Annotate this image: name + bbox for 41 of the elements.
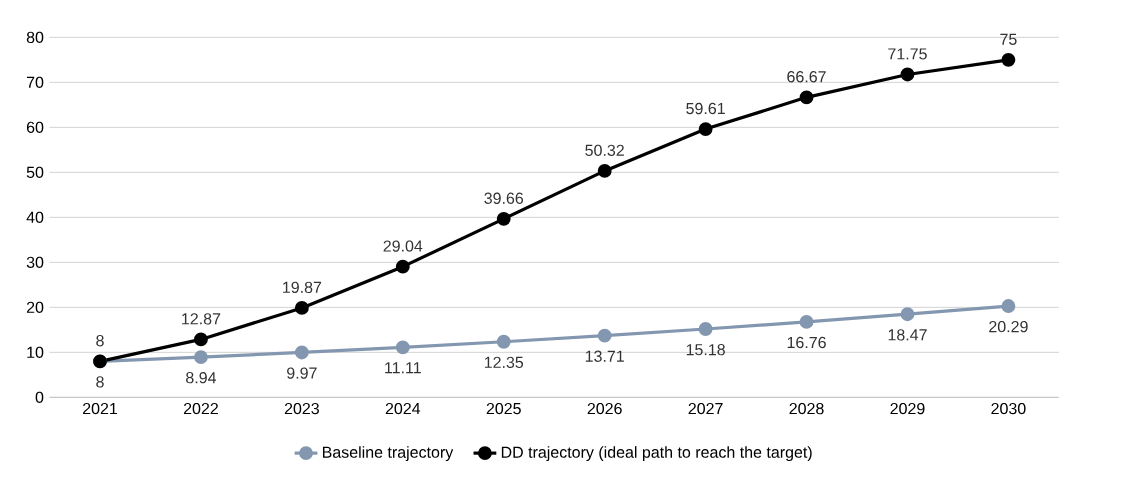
- data-label: 13.71: [585, 350, 624, 362]
- x-tick-label: 2026: [587, 402, 622, 415]
- data-label: 15.18: [686, 343, 725, 356]
- x-tick-label: 2030: [991, 402, 1026, 415]
- x-tick-label: 2021: [83, 402, 118, 415]
- legend-label: Baseline trajectory: [322, 446, 454, 462]
- data-label: 29.04: [383, 240, 423, 252]
- data-label: 9.97: [287, 367, 317, 379]
- x-tick-label: 2028: [789, 402, 824, 415]
- data-label: 75: [1000, 33, 1017, 45]
- y-tick-label: 20: [26, 301, 44, 313]
- y-tick-label: 80: [26, 31, 44, 43]
- data-label: 12.87: [182, 313, 221, 325]
- data-label: 39.66: [484, 192, 524, 204]
- data-label: 8: [96, 376, 104, 388]
- x-tick-label: 2027: [688, 402, 723, 415]
- y-tick-label: 50: [26, 166, 44, 178]
- x-tick-label: 2024: [385, 402, 421, 415]
- data-label: 59.61: [686, 102, 725, 115]
- data-label: 12.35: [484, 356, 524, 369]
- data-label: 16.76: [787, 336, 826, 349]
- x-tick-label: 2029: [890, 402, 925, 415]
- data-label: 11.11: [385, 362, 421, 374]
- data-label: 20.29: [989, 320, 1028, 333]
- data-label: 8: [96, 335, 104, 347]
- legend-label: DD trajectory (ideal path to reach the target): [501, 446, 812, 462]
- x-tick-label: 2022: [183, 402, 218, 415]
- y-tick-label: 70: [26, 76, 44, 88]
- data-label: 66.67: [787, 71, 826, 83]
- data-label: 8.94: [186, 372, 217, 384]
- y-tick-label: 40: [26, 211, 44, 223]
- y-tick-label: 10: [27, 346, 44, 358]
- data-label: 50.32: [585, 144, 624, 156]
- data-label: 19.87: [283, 281, 322, 293]
- x-tick-label: 2025: [486, 402, 521, 415]
- data-label: 71.75: [888, 48, 927, 60]
- data-label: 18.47: [888, 329, 927, 341]
- y-tick-label: 30: [26, 256, 44, 268]
- y-tick-label: 60: [26, 121, 44, 133]
- y-tick-label: 0: [35, 391, 44, 403]
- x-tick-label: 2023: [284, 402, 319, 415]
